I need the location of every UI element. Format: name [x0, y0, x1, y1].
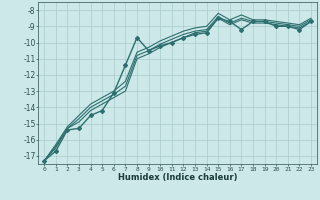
X-axis label: Humidex (Indice chaleur): Humidex (Indice chaleur)	[118, 173, 237, 182]
